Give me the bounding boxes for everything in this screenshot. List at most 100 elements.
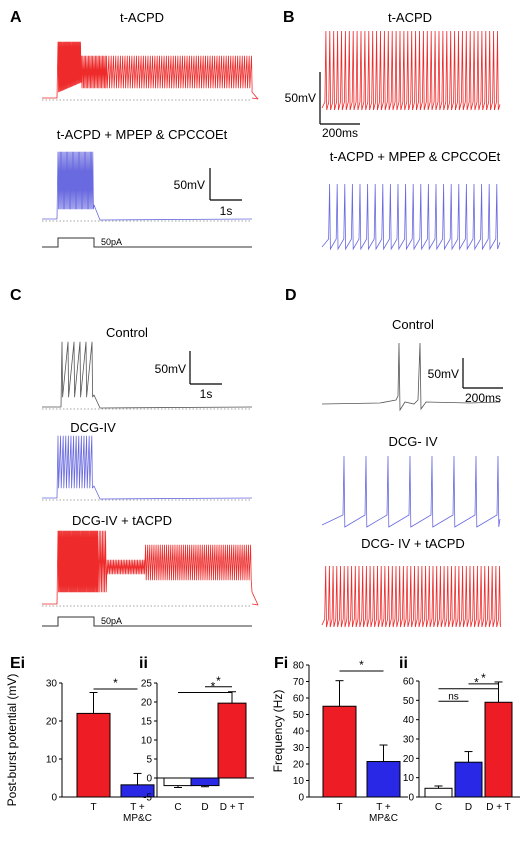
bar (454, 761, 483, 798)
spike-trace (42, 435, 253, 500)
bar (424, 787, 453, 798)
trace-d-dcgiv (321, 455, 501, 528)
trace-b-tacpd (321, 30, 501, 111)
panel-label-a: A (10, 9, 22, 26)
y-tick-label: 50 (293, 710, 305, 721)
y-tick-label: 0 (51, 793, 57, 804)
stimulus-trace-a (42, 237, 252, 248)
y-tick-label: 25 (141, 679, 153, 690)
y-tick-label: 40 (293, 727, 305, 738)
y-tick-label: 30 (293, 743, 305, 754)
panel-d-title-control: Control (392, 317, 434, 332)
scale-bar-c (189, 351, 222, 385)
spike-trace (42, 341, 253, 409)
chart-panel-label: Fi (274, 655, 288, 672)
x-tick-label: C (174, 802, 181, 813)
panel-b-title-bottom: t-ACPD + MPEP & CPCCOEt (330, 149, 501, 164)
x-tick-label: C (435, 802, 442, 813)
panel-d-title-dcgiv-tacpd: DCG- IV + tACPD (361, 536, 465, 551)
trace-d-control (321, 342, 501, 412)
spike-trace (42, 41, 259, 100)
y-tick-label: 10 (403, 773, 415, 784)
x-tick-label: T + (376, 802, 391, 813)
x-tick-label: D (201, 802, 208, 813)
trace-d-dcgiv-tacpd (321, 565, 501, 628)
x-tick-sublabel: MP&C (123, 813, 152, 824)
scale-b-time: 200ms (322, 126, 358, 140)
scale-d-voltage: 50mV (428, 367, 459, 381)
bar (366, 761, 401, 798)
scale-b-voltage: 50mV (285, 91, 316, 105)
x-tick-label: D (465, 802, 472, 813)
y-tick-label: 50 (403, 696, 415, 707)
spike-trace (42, 530, 259, 606)
trace-b-tacpd-mpep (321, 183, 501, 251)
scale-bar-b (319, 72, 360, 125)
significance-label: * (113, 676, 118, 690)
spike-trace (321, 565, 501, 628)
y-tick-label: 80 (293, 661, 305, 672)
bar (322, 705, 357, 798)
y-tick-label: 20 (141, 698, 153, 709)
bar-chart-fii: ii 0 10 20 30 40 50 60 C D D + T ns ** (399, 655, 520, 813)
scale-a-voltage: 50mV (174, 178, 205, 192)
chart-panel-label: Ei (10, 655, 25, 672)
bar-chart-ei: Ei 0 10 20 30 Post-burst potential (mV) T T +MP… (5, 655, 162, 824)
y-tick-label: 0 (298, 793, 304, 804)
x-tick-sublabel: MP&C (369, 813, 398, 824)
spike-trace (321, 30, 501, 111)
panel-label-d: D (285, 287, 297, 304)
y-tick-label: 40 (403, 715, 415, 726)
x-tick-label: T (90, 802, 96, 813)
spike-trace (321, 342, 501, 412)
bar-chart-fi: Fi 0 10 20 30 40 50 60 70 80 Frequency (Hz) T T +MP&… (271, 655, 408, 824)
trace-c-dcgiv-tacpd (42, 530, 259, 607)
y-tick-label: 60 (403, 677, 415, 688)
panel-c-title-control: Control (106, 325, 148, 340)
stimulus-label-a: 50pA (101, 237, 122, 247)
x-tick-label: D + T (486, 802, 511, 813)
y-tick-label: -5 (143, 793, 152, 804)
bar (190, 777, 220, 787)
chart-panel-label: ii (399, 655, 408, 672)
x-tick-label: D + T (220, 802, 245, 813)
panel-d-title-dcgiv: DCG- IV (388, 434, 437, 449)
spike-trace (321, 183, 501, 251)
trace-a-tacpd (42, 41, 259, 101)
bar (484, 701, 513, 798)
y-tick-label: 30 (403, 735, 415, 746)
scale-bar-d (462, 358, 503, 389)
y-tick-label: 30 (46, 679, 58, 690)
stimulus-trace-c (42, 616, 252, 627)
y-tick-label: 10 (293, 776, 305, 787)
panel-label-c: C (10, 287, 22, 304)
y-tick-label: 20 (46, 717, 58, 728)
y-tick-label: 0 (146, 774, 152, 785)
scale-c-voltage: 50mV (155, 362, 186, 376)
y-tick-label: 5 (146, 755, 152, 766)
panel-c-title-dcgiv-tacpd: DCG-IV + tACPD (72, 513, 172, 528)
panel-a-title-top: t-ACPD (120, 10, 164, 25)
y-axis-label: Post-burst potential (mV) (5, 674, 19, 807)
scale-c-time: 1s (200, 387, 213, 401)
panel-a-title-bottom: t-ACPD + MPEP & CPCCOEt (57, 127, 228, 142)
y-tick-label: 0 (408, 793, 414, 804)
spike-trace (321, 455, 501, 528)
bar-chart-eii: ii -5 0 5 10 15 20 25 C D D + T ** (139, 655, 254, 813)
scale-d-time: 200ms (465, 391, 501, 405)
x-tick-label: T + (130, 802, 145, 813)
scale-bar-a (209, 168, 242, 201)
y-tick-label: 60 (293, 694, 305, 705)
stimulus-label-c: 50pA (101, 616, 122, 626)
y-tick-label: 20 (293, 760, 305, 771)
trace-c-control (42, 341, 253, 410)
y-tick-label: 15 (141, 717, 153, 728)
bar (76, 712, 111, 798)
spike-trace (42, 151, 253, 221)
y-tick-label: 10 (46, 755, 58, 766)
significance-label: * (474, 676, 479, 690)
significance-label: * (359, 658, 364, 672)
panel-b-title-top: t-ACPD (388, 10, 432, 25)
trace-a-tacpd-mpep (42, 151, 253, 222)
